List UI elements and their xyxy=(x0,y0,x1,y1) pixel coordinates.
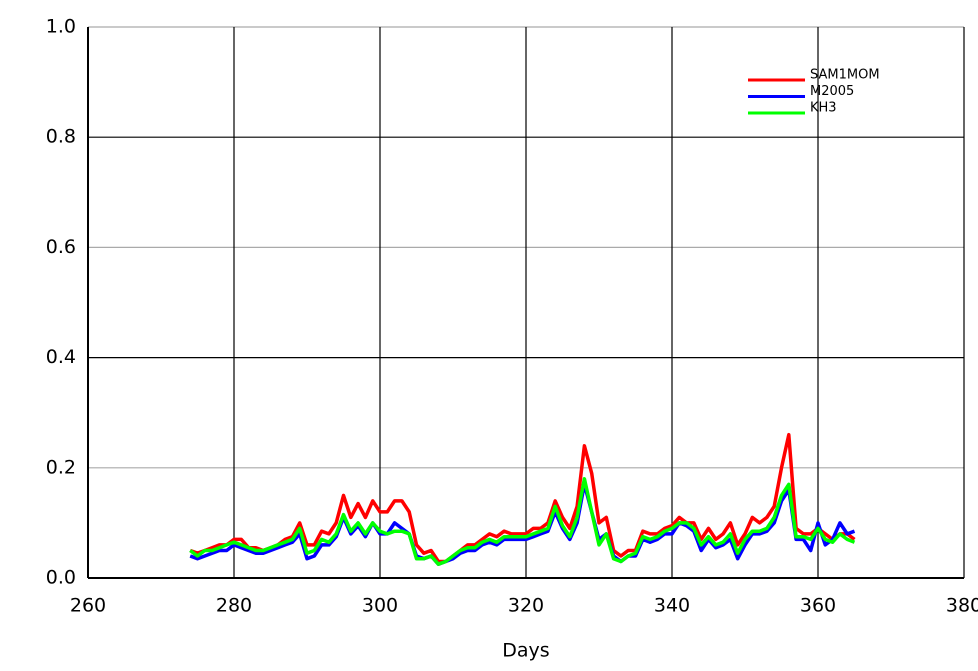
y-tick-label: 0.4 xyxy=(46,346,76,368)
series-line xyxy=(189,432,856,564)
legend-label: KH3 xyxy=(810,101,837,116)
series-line xyxy=(189,477,856,566)
y-tick-label: 0.0 xyxy=(46,567,76,589)
legend-label: M2005 xyxy=(810,84,854,99)
x-tick-label: 360 xyxy=(800,595,836,617)
x-axis-label: Days xyxy=(502,640,549,662)
y-tick-label: 0.6 xyxy=(46,236,76,258)
series-line xyxy=(189,482,856,566)
y-tick-label: 0.8 xyxy=(46,126,76,148)
y-tick-label: 1.0 xyxy=(46,16,76,38)
x-tick-label: 320 xyxy=(508,595,544,617)
legend-label: SAM1MOM xyxy=(810,68,880,83)
x-tick-label: 340 xyxy=(654,595,690,617)
x-tick-label: 260 xyxy=(70,595,106,617)
x-tick-label: 380 xyxy=(946,595,978,617)
x-tick-label: 280 xyxy=(216,595,252,617)
y-tick-label: 0.2 xyxy=(46,456,76,478)
x-tick-label: 300 xyxy=(362,595,398,617)
